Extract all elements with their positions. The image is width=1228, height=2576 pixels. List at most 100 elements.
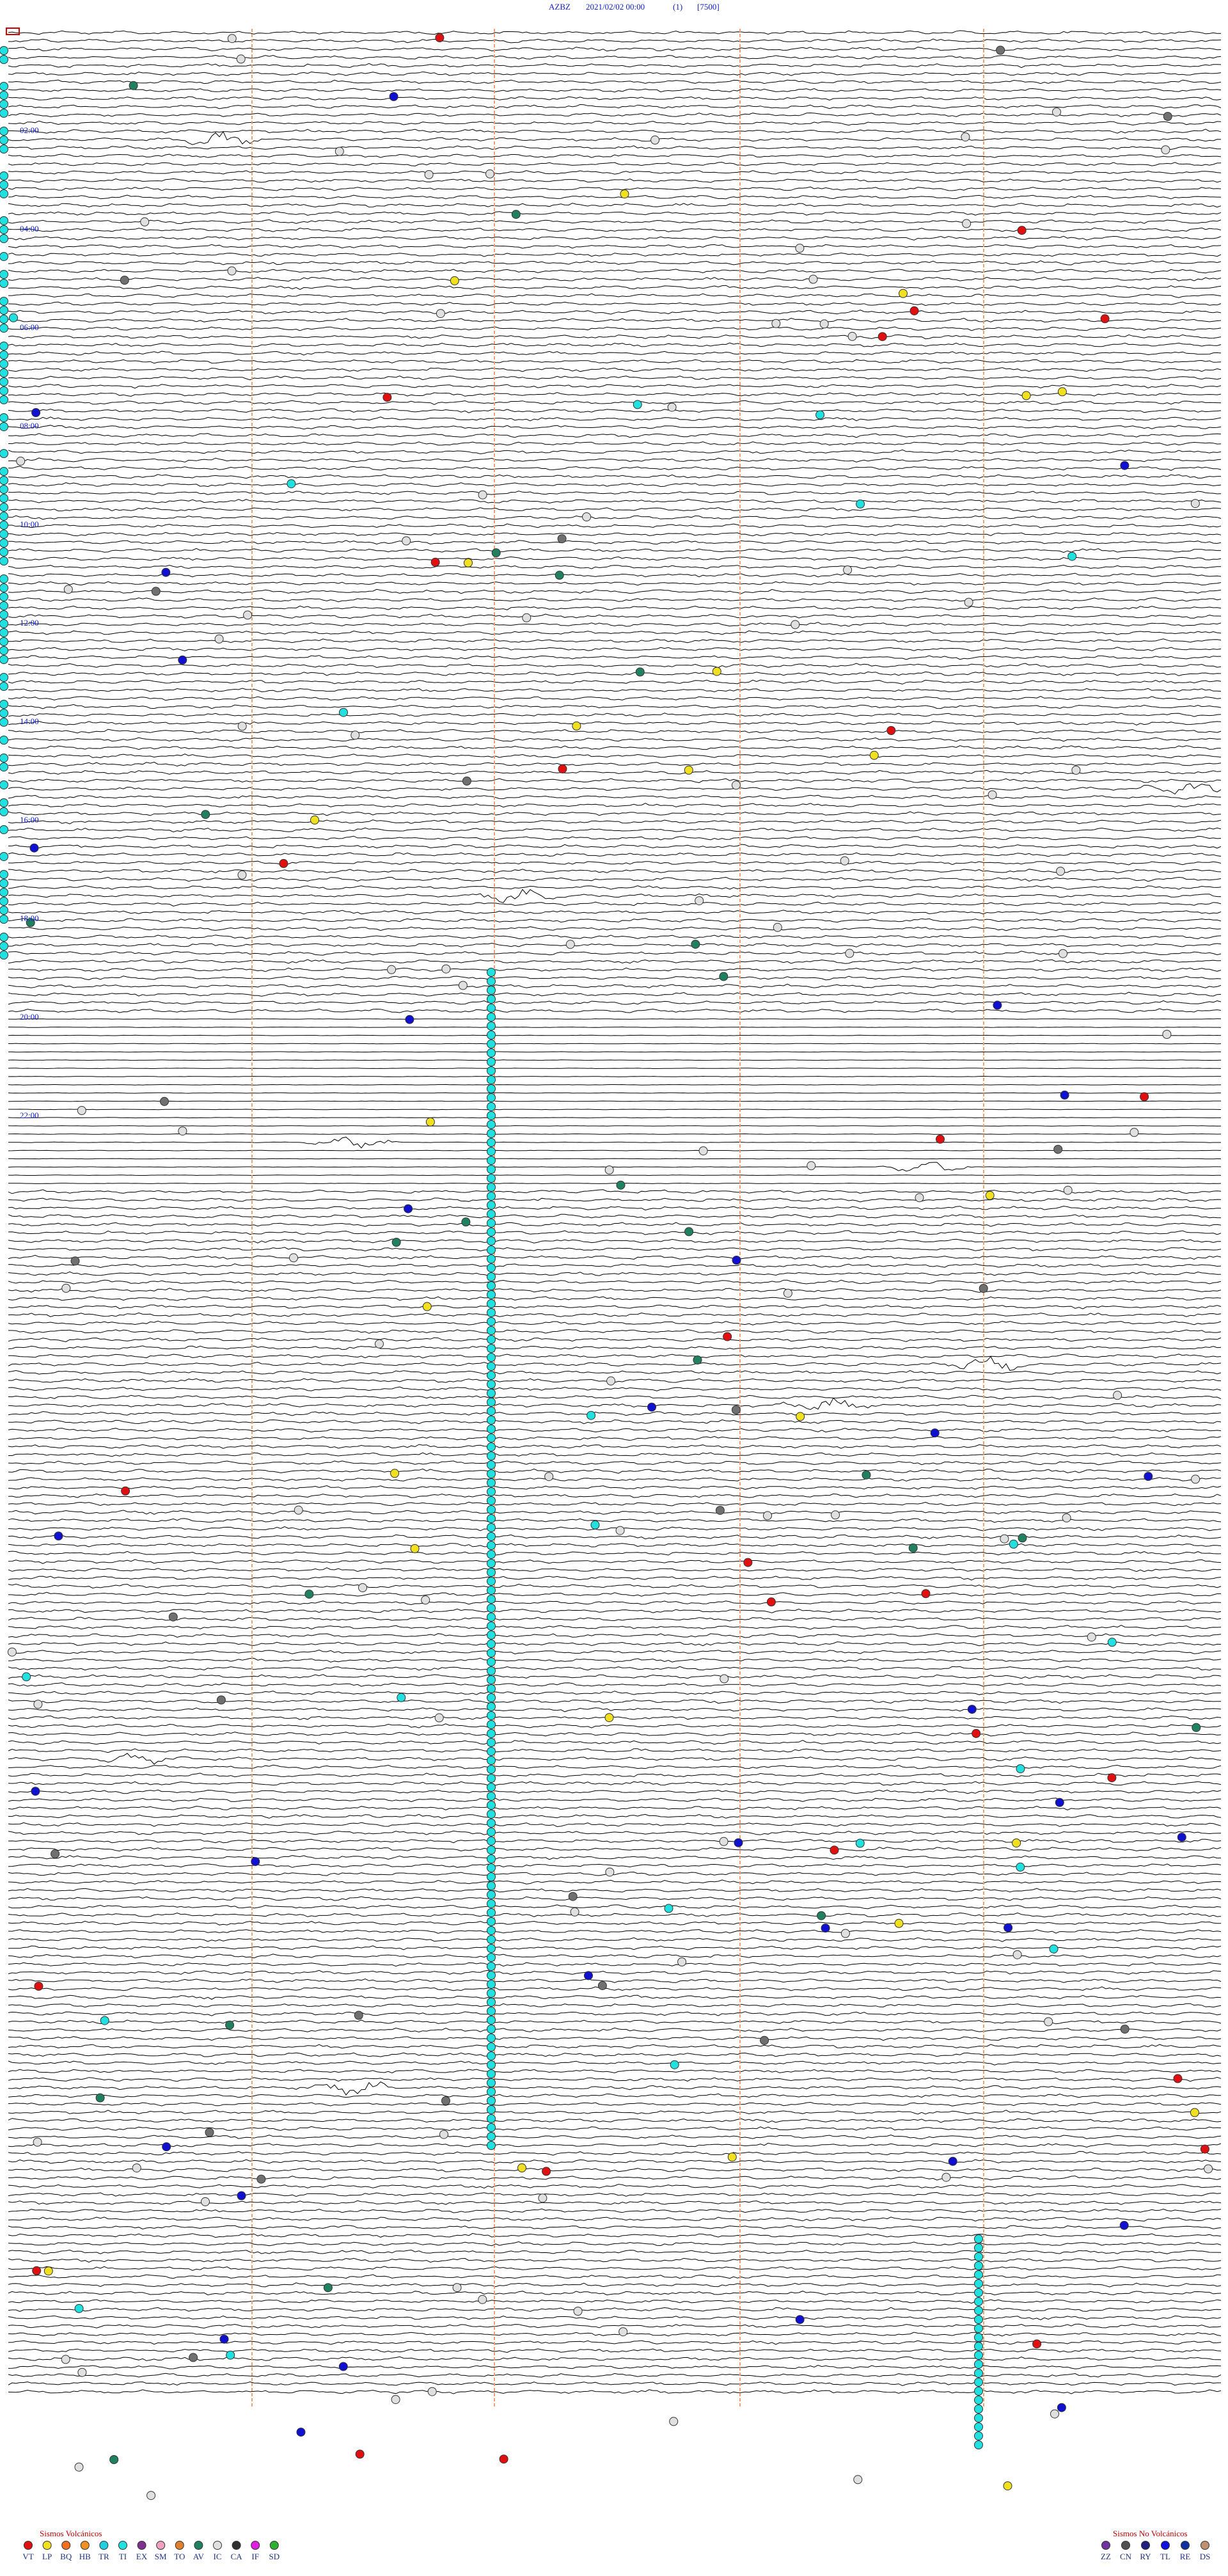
trace: [8, 2142, 1222, 2148]
event-marker: [0, 306, 8, 315]
event-marker: [974, 2431, 983, 2440]
event-marker: [287, 479, 296, 489]
legend-label: RY: [1140, 2552, 1151, 2561]
trace: [8, 1813, 1222, 1819]
event-marker: [436, 309, 445, 319]
event-marker: [450, 276, 459, 285]
event-marker: [1120, 2025, 1130, 2034]
event-marker: [487, 1219, 496, 1228]
event-marker: [51, 1849, 60, 1859]
event-marker: [487, 1057, 496, 1066]
trace: [8, 647, 1222, 652]
trace: [8, 276, 1222, 282]
legend-label: DS: [1200, 2552, 1211, 2561]
event-marker: [720, 1674, 729, 1684]
trace: [8, 129, 1222, 134]
event-marker: [0, 888, 8, 897]
trace: [8, 71, 1222, 76]
trace: [8, 1970, 1222, 1975]
event-marker: [557, 534, 567, 544]
trace: [8, 803, 1221, 808]
time-label: 12:00: [20, 618, 39, 628]
event-marker: [0, 852, 8, 861]
event-marker: [441, 2096, 450, 2106]
event-marker: [77, 2367, 87, 2377]
event-marker: [487, 1944, 496, 1953]
trace: [8, 655, 1222, 660]
event-marker: [0, 601, 8, 610]
trace: [8, 876, 1222, 882]
trace: [8, 1100, 1221, 1102]
event-marker: [996, 45, 1005, 55]
trace: [8, 47, 1222, 52]
legend-label: IF: [251, 2552, 259, 2561]
event-marker: [862, 1470, 871, 1480]
trace: [8, 88, 1222, 93]
trace: [8, 869, 1222, 874]
event-marker: [555, 571, 564, 580]
trace: [8, 540, 1222, 545]
event-marker: [441, 964, 451, 974]
trace: [8, 942, 1222, 947]
event-marker: [1107, 1638, 1117, 1647]
trace: [8, 2076, 1222, 2082]
event-marker: [487, 1523, 496, 1532]
event-marker: [487, 1738, 496, 1747]
event-marker: [1057, 2403, 1066, 2412]
trace: [8, 1271, 1222, 1276]
event-marker: [0, 646, 8, 655]
event-marker: [972, 1728, 981, 1738]
trace: [8, 967, 1222, 972]
event-marker: [0, 512, 8, 521]
event-marker: [731, 780, 741, 790]
event-marker: [487, 1872, 496, 1881]
event-marker: [771, 319, 781, 328]
legend-swatch: [42, 2541, 52, 2550]
time-label: 10:00: [20, 519, 39, 529]
event-marker: [618, 2327, 628, 2337]
event-marker: [487, 1237, 496, 1245]
event-marker: [487, 2123, 496, 2132]
event-marker: [382, 393, 392, 402]
event-marker: [74, 2462, 84, 2472]
event-marker: [1059, 949, 1067, 958]
event-marker: [974, 2252, 983, 2261]
event-marker: [487, 1783, 496, 1792]
trace: [8, 2364, 1222, 2370]
event-marker: [487, 1425, 496, 1434]
event-marker: [214, 634, 224, 644]
event-marker: [216, 1695, 226, 1705]
event-marker: [487, 1541, 496, 1550]
trace: [8, 1320, 1222, 1325]
event-marker: [0, 682, 8, 691]
trace: [8, 1715, 1222, 1720]
event-marker: [878, 332, 887, 342]
event-marker: [487, 1810, 496, 1819]
event-marker: [487, 1308, 496, 1317]
event-marker: [16, 456, 26, 466]
trace: [8, 1158, 1222, 1160]
event-marker: [0, 825, 8, 834]
trace: [8, 951, 1222, 956]
event-marker: [487, 1505, 496, 1514]
event-marker: [0, 637, 8, 646]
event-marker: [1163, 112, 1172, 121]
trace: [8, 2216, 1222, 2222]
trace: [8, 416, 1222, 422]
event-marker: [487, 1407, 496, 1416]
trace: [8, 1995, 1222, 2000]
event-marker: [70, 1256, 80, 1266]
trace: [8, 622, 1222, 627]
event-marker: [487, 1962, 496, 1971]
event-marker: [0, 82, 8, 91]
legend-swatch: [118, 2541, 127, 2550]
event-marker: [289, 1253, 298, 1263]
event-marker: [808, 274, 818, 284]
trace: [8, 983, 1222, 988]
event-marker: [487, 1693, 496, 1702]
trace: [8, 1773, 1222, 1778]
trace: [8, 2340, 1222, 2345]
legend-swatch: [1161, 2541, 1170, 2550]
event-marker: [0, 539, 8, 548]
